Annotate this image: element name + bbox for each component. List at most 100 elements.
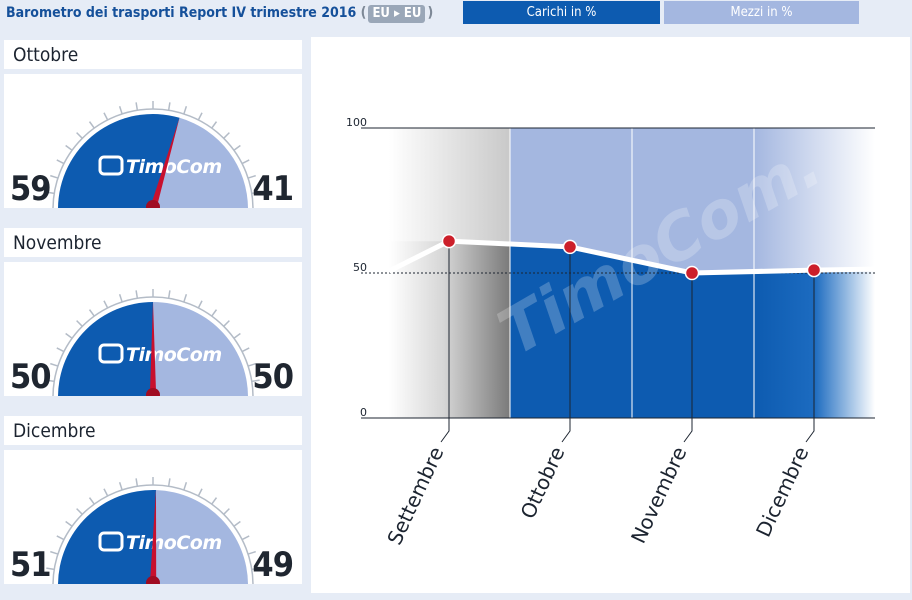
gauge-mezzi-sector bbox=[153, 117, 248, 208]
route-paren-open: ( bbox=[360, 5, 367, 21]
gauge-tick bbox=[88, 497, 95, 505]
gauge-tick bbox=[241, 535, 250, 541]
mezzi-area bbox=[389, 128, 510, 245]
gauge-tick bbox=[183, 106, 188, 115]
gauge-tick bbox=[46, 379, 55, 383]
logo-text: TimoCom bbox=[126, 532, 222, 554]
gauge-tick bbox=[197, 300, 203, 309]
gauge-mezzi-sector bbox=[153, 302, 248, 396]
gauge-tick bbox=[65, 144, 73, 151]
gauge-tick bbox=[88, 121, 95, 129]
logo-mark-icon bbox=[98, 343, 124, 364]
gauge-tick bbox=[56, 159, 65, 165]
logo-mark-icon bbox=[98, 531, 124, 552]
gauge-needle bbox=[149, 490, 157, 584]
gauge-tick bbox=[233, 332, 241, 339]
series-line bbox=[387, 238, 876, 276]
data-point bbox=[806, 262, 822, 278]
gauge-tick bbox=[211, 497, 218, 505]
gauge-tick bbox=[167, 478, 171, 487]
route-paren-close: ) bbox=[427, 5, 434, 21]
carichi-area bbox=[632, 260, 754, 418]
gauge-carichi-sector bbox=[58, 114, 180, 208]
gauge-needle-hub bbox=[146, 388, 160, 396]
gauge-tick bbox=[211, 309, 218, 317]
x-category-label: Ottobre bbox=[515, 443, 569, 522]
gauge-tick bbox=[247, 362, 256, 367]
tab-mezzi[interactable]: Mezzi in % bbox=[664, 1, 859, 24]
gauge-tick bbox=[103, 112, 109, 121]
gauge-tick bbox=[251, 191, 260, 195]
gauge-tick bbox=[103, 300, 109, 309]
logo-text: TimoCom bbox=[126, 344, 222, 366]
logo-text: TimoCom bbox=[126, 156, 222, 178]
trend-chart: TimoCom. 0 50 100 Settembre Ottobre Novembre Di… bbox=[311, 37, 910, 593]
gauge-tick bbox=[118, 294, 123, 303]
mezzi-value: 41 bbox=[252, 169, 294, 208]
y-tick-label: 0 bbox=[360, 406, 367, 419]
y-tick-label: 100 bbox=[346, 116, 367, 129]
month-label-dicembre: Dicembre bbox=[4, 416, 302, 445]
carichi-value: 50 bbox=[10, 357, 52, 396]
mezzi-area bbox=[510, 128, 632, 261]
mezzi-value: 49 bbox=[252, 545, 294, 584]
gauge-tick bbox=[241, 347, 250, 353]
gauge-needle-hub bbox=[146, 200, 160, 208]
timocom-logo: TimoCom bbox=[98, 155, 222, 178]
gauge-novembre: TimoCom 50 50 bbox=[4, 262, 302, 396]
gauge-tick bbox=[46, 191, 55, 195]
gauge-tick bbox=[241, 159, 250, 165]
gauge-svg: TimoCom bbox=[46, 289, 260, 396]
gauge-tick bbox=[50, 362, 59, 367]
month-label-ottobre: Ottobre bbox=[4, 40, 302, 69]
month-label-novembre: Novembre bbox=[4, 228, 302, 257]
gauge-tick bbox=[167, 102, 171, 111]
gauge-tick bbox=[223, 320, 230, 327]
gauge-tick bbox=[183, 294, 188, 303]
gauge-tick bbox=[251, 567, 260, 571]
data-point bbox=[562, 239, 578, 255]
tab-carichi[interactable]: Carichi in % bbox=[463, 1, 660, 24]
leader-line bbox=[561, 246, 571, 443]
gauge-tick bbox=[118, 106, 123, 115]
gauge-tick bbox=[50, 550, 59, 555]
gauge-tick bbox=[103, 488, 109, 497]
gauge-tick bbox=[65, 520, 73, 527]
gauge-tick bbox=[183, 482, 188, 491]
gauge-tick bbox=[233, 520, 241, 527]
gauge-ottobre: TimoCom 59 41 bbox=[4, 74, 302, 208]
gauge-mezzi-sector bbox=[153, 490, 248, 584]
gauge-tick bbox=[247, 550, 256, 555]
gauge-needle bbox=[149, 302, 157, 396]
data-point bbox=[441, 233, 457, 249]
gauge-tick bbox=[76, 132, 83, 139]
leader-line bbox=[440, 241, 450, 443]
x-category-label: Settembre bbox=[382, 443, 448, 549]
gauge-tick bbox=[135, 290, 139, 299]
mezzi-value: 50 bbox=[252, 357, 294, 396]
mezzi-area bbox=[632, 128, 754, 273]
gauge-tick bbox=[65, 332, 73, 339]
gauge-svg: TimoCom bbox=[46, 101, 260, 208]
gauge-tick bbox=[197, 488, 203, 497]
leader-line bbox=[683, 273, 693, 443]
gauge-tick bbox=[88, 309, 95, 317]
logo-mark-icon bbox=[98, 155, 124, 176]
carichi-area bbox=[510, 244, 632, 418]
gauge-tick bbox=[233, 144, 241, 151]
gauge-needle-hub bbox=[146, 576, 160, 584]
gauge-tick bbox=[247, 174, 256, 179]
gauge-dicembre: TimoCom 51 49 bbox=[4, 450, 302, 584]
mezzi-area bbox=[754, 128, 875, 272]
route-badge: EU ▸ EU bbox=[368, 5, 426, 23]
gauge-tick bbox=[223, 132, 230, 139]
title-text: Barometro dei trasporti Report IV trimes… bbox=[6, 5, 357, 21]
gauge-tick bbox=[211, 121, 218, 129]
gauge-tick bbox=[56, 347, 65, 353]
gauge-tick bbox=[197, 112, 203, 121]
timocom-logo: TimoCom bbox=[98, 343, 222, 366]
gauge-tick bbox=[251, 379, 260, 383]
data-point bbox=[684, 265, 700, 281]
page-title: Barometro dei trasporti Report IV trimes… bbox=[6, 2, 433, 24]
gauge-tick bbox=[76, 320, 83, 327]
